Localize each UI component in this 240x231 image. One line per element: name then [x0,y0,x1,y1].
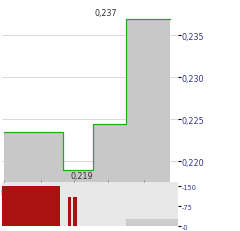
Bar [2,186,60,226]
Bar [126,219,180,226]
Text: 0,237: 0,237 [94,9,117,18]
Bar [68,197,71,226]
Text: 0,219: 0,219 [70,172,93,181]
Bar [73,197,77,226]
